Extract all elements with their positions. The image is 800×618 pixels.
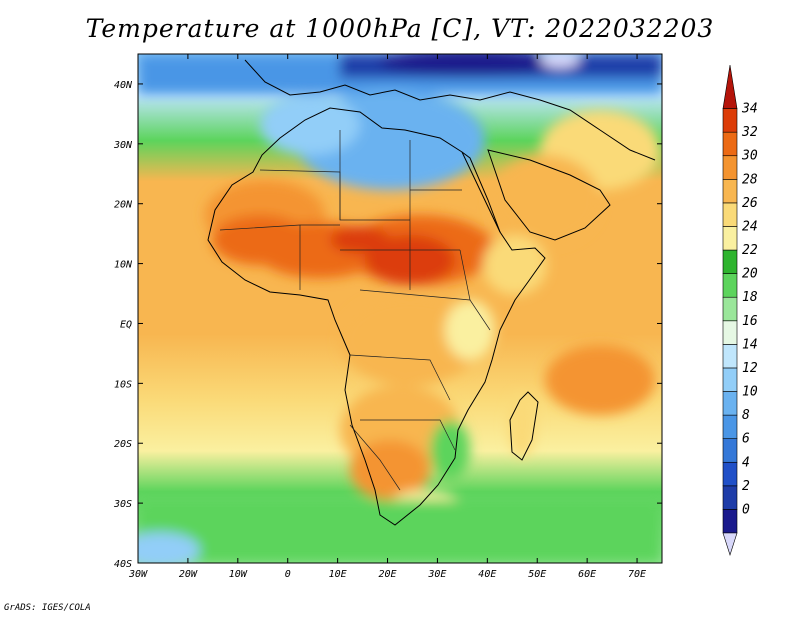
grads-credit: GrADS: IGES/COLA — [4, 603, 91, 613]
country-borders — [219, 130, 491, 491]
colorbar-box — [722, 367, 738, 392]
lon-label: 30W — [128, 569, 148, 580]
colorbar-level-label: 0 — [742, 502, 750, 517]
red-sea-coastline — [461, 151, 501, 233]
lon-label: 20W — [179, 569, 198, 580]
lat-label: 10N — [114, 260, 133, 271]
europe-coastline — [244, 59, 656, 161]
colorbar-level-label: 8 — [742, 408, 750, 423]
colorbar-level-label: 18 — [742, 290, 758, 305]
lon-label: 30E — [427, 569, 446, 580]
lat-label: 40N — [114, 80, 133, 91]
colorbar-level-label: 16 — [742, 314, 758, 329]
colorbar-box — [722, 344, 738, 369]
plot-frame — [137, 53, 663, 564]
colorbar-box — [722, 296, 738, 322]
colorbar-level-label: 26 — [742, 196, 758, 211]
lon-label: 20E — [378, 569, 396, 580]
colorbar-level-label: 2 — [742, 479, 750, 494]
colorbar-box — [722, 108, 738, 133]
lon-label: 0 — [285, 569, 291, 580]
colorbar-over-triangle — [722, 64, 738, 109]
colorbar-level-label: 4 — [742, 455, 750, 470]
colorbar-box — [722, 438, 738, 463]
colorbar-box — [722, 461, 738, 487]
colorbar-box — [722, 202, 738, 227]
lon-label: 40E — [478, 569, 496, 580]
longitude-labels: 30W 20W 10W 0 10E 20E 30E 40E 50E 60E 70E — [128, 569, 646, 580]
temperature-field — [138, 54, 662, 563]
lon-label: 70E — [628, 569, 646, 580]
madagascar-coastline — [509, 391, 539, 461]
colorbar-level-label: 30 — [741, 149, 758, 164]
colorbar-box — [722, 509, 738, 534]
colorbar-under-triangle — [722, 532, 738, 556]
colorbar-box — [722, 485, 738, 510]
colorbar-level-label: 28 — [742, 172, 758, 187]
colorbar-box — [722, 273, 738, 298]
colorbar-box — [722, 249, 738, 274]
colorbar-box — [722, 131, 738, 157]
lon-label: 10W — [229, 569, 248, 580]
colorbar-box — [722, 226, 738, 251]
coastlines — [207, 59, 656, 526]
lat-label: 20S — [114, 439, 132, 450]
map-title: Temperature at 1000hPa [C], VT: 20220322… — [85, 14, 715, 43]
lon-label: 50E — [528, 569, 546, 580]
arabia-coastline — [487, 149, 611, 241]
colorbar-level-label: 14 — [742, 337, 758, 352]
lat-label: 40S — [114, 559, 132, 570]
colorbar-level-label: 34 — [741, 102, 758, 117]
lon-label: 60E — [578, 569, 596, 580]
axis-ticks — [137, 54, 662, 564]
lon-label: 10E — [329, 569, 347, 580]
colorbar-level-label: 6 — [742, 432, 750, 447]
colorbar-box — [722, 320, 738, 345]
colorbar-level-label: 22 — [742, 243, 758, 258]
lat-label: 10S — [114, 379, 132, 390]
lat-label: 20N — [114, 200, 133, 211]
colorbar-box — [722, 179, 738, 204]
lat-label: EQ — [120, 319, 132, 330]
colorbar-box — [722, 155, 738, 180]
lat-label: 30N — [113, 140, 133, 151]
colorbar — [722, 64, 738, 556]
colorbar-box — [722, 414, 738, 439]
colorbar-box — [722, 391, 738, 416]
colorbar-level-label: 24 — [742, 219, 758, 234]
colorbar-level-label: 12 — [742, 361, 758, 376]
lat-label: 30S — [113, 499, 132, 510]
colorbar-level-label: 32 — [741, 125, 758, 140]
colorbar-level-label: 20 — [742, 267, 758, 282]
colorbar-level-label: 10 — [742, 385, 758, 400]
latitude-labels: 40N 30N 20N 10N EQ 10S 20S 30S 40S — [113, 80, 133, 570]
africa-coastline — [207, 107, 546, 526]
